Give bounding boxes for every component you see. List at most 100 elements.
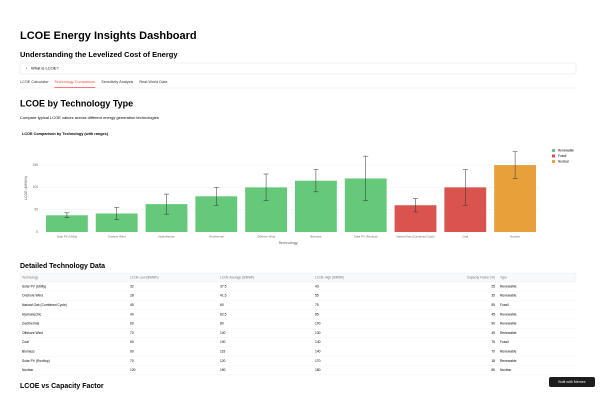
table-cell: 32	[130, 284, 134, 288]
table-cell: 18	[491, 359, 495, 363]
table-cell: 55	[315, 294, 319, 298]
tab[interactable]: LCOE Calculator	[20, 80, 49, 84]
section-desc: Compare typical LCOE values across diffe…	[20, 115, 159, 120]
table-cell: Renewable	[500, 284, 517, 288]
table-cell: Renewable	[500, 294, 517, 298]
table-cell: 45	[130, 303, 134, 307]
expander[interactable]	[19, 62, 577, 75]
section-title: LCOE by Technology Type	[20, 98, 133, 108]
table-cell: 70	[130, 331, 134, 335]
table-cell: 75	[491, 340, 495, 344]
table-cell: 45	[491, 331, 495, 335]
legend-swatch	[552, 154, 555, 158]
x-tick-label: Geothermal	[209, 235, 224, 239]
table-cell: 60	[220, 303, 224, 307]
table-cell: 25	[491, 284, 495, 288]
table-cell: Renewable	[500, 359, 517, 363]
table-cell: 60	[130, 340, 134, 344]
tab[interactable]: Technology Comparison	[55, 80, 96, 84]
table-cell: 120	[130, 368, 136, 372]
table-cell: 70	[130, 359, 134, 363]
table-cell: Natural Gas (Combined Cycle)	[22, 303, 67, 307]
table-cell: 170	[315, 359, 321, 363]
table-cell: 100	[220, 331, 226, 335]
table-cell: Solar PV (Rooftop)	[22, 359, 50, 363]
table-cell: Renewable	[500, 349, 517, 353]
legend-label: Nuclear	[558, 159, 570, 163]
table-header: LCOE Low ($/MWh)	[130, 275, 159, 279]
table-header-bg	[19, 272, 577, 283]
table-cell: Solar PV (Utility)	[22, 284, 46, 288]
table-cell: Offshore Wind	[22, 331, 43, 335]
table-cell: 41.5	[220, 294, 227, 298]
x-tick-label: Coal	[462, 235, 468, 239]
table-header: Type	[500, 275, 507, 279]
table-cell: 28	[130, 294, 134, 298]
table-cell: 100	[315, 322, 321, 326]
table-cell: 35	[491, 294, 495, 298]
table-cell: 80	[220, 322, 224, 326]
y-tick-label: 150	[33, 163, 39, 167]
table-header: LCOE Average ($/MWh)	[220, 275, 254, 279]
table-title: Detailed Technology Data	[20, 263, 105, 270]
table-cell: 130	[315, 331, 321, 335]
table-cell: Fossil	[500, 303, 509, 307]
y-axis-label: LCOE ($/MWh)	[24, 176, 28, 200]
table-cell: 45	[491, 312, 495, 316]
table-cell: Renewable	[500, 322, 517, 326]
badge-label[interactable]: Built with Memex	[558, 380, 585, 384]
table-header: Technology	[22, 275, 39, 279]
dynamic: LCOE Calculator Technology Comparison Sens…	[19, 80, 577, 375]
table-cell: 120	[220, 359, 226, 363]
x-tick-label: Offshore Wind	[257, 235, 275, 239]
x-tick-label: Hydroelectric	[158, 235, 175, 239]
bar	[95, 213, 138, 232]
table-cell: 60	[130, 322, 134, 326]
x-tick-label: Solar PV (Utility)	[57, 235, 78, 239]
table-header: Capacity Factor (%)	[467, 275, 495, 279]
table-cell: Hydroelectric	[22, 312, 42, 316]
x-tick-label: Solar PV (Rooftop)	[354, 235, 378, 239]
badge[interactable]	[549, 377, 595, 387]
table-cell: 140	[315, 340, 321, 344]
table-cell: Nuclear	[22, 368, 34, 372]
chart-title: LCOE Comparison by Technology (with rang…	[22, 132, 109, 136]
table-cell: 180	[315, 368, 321, 372]
table-cell: 37.5	[220, 284, 227, 288]
bar	[45, 215, 88, 232]
y-tick-label: 0	[36, 230, 38, 234]
table-header: LCOE High ($/MWh)	[315, 275, 344, 279]
table-cell: 140	[315, 349, 321, 353]
table-cell: Onshore Wind	[22, 294, 43, 298]
tab[interactable]: Sensitivity Analysis	[101, 80, 133, 84]
table-cell: 62.5	[220, 312, 227, 316]
legend-label: Renewable	[558, 148, 574, 152]
table-cell: 40	[130, 312, 134, 316]
legend-swatch	[552, 160, 555, 163]
x-tick-label: Natural Gas (Combined Cycle)	[396, 235, 434, 239]
table-cell: Biomass	[22, 349, 35, 353]
table-cell: Nuclear	[500, 368, 512, 372]
x-tick-label: Nuclear	[510, 235, 520, 239]
table-cell: 150	[220, 368, 226, 372]
subtitle: Understanding the Levelized Cost of Ener…	[20, 50, 178, 59]
table-cell: Renewable	[500, 331, 517, 335]
table-cell: 85	[315, 312, 319, 316]
table-cell: 90	[491, 322, 495, 326]
tab[interactable]: Real-World Data	[139, 80, 168, 84]
x-axis-label: Technology	[278, 241, 297, 245]
table-cell: 75	[315, 303, 319, 307]
table-cell: Renewable	[500, 312, 517, 316]
table-cell: 115	[220, 349, 225, 353]
table-cell: 43	[315, 284, 319, 288]
table-cell: 90	[130, 349, 134, 353]
table-cell: Coal	[22, 340, 29, 344]
title: LCOE Energy Insights Dashboard	[20, 30, 197, 42]
x-tick-label: Onshore Wind	[108, 235, 126, 239]
legend-label: Fossil	[558, 154, 567, 158]
x-tick-label: Biomass	[311, 235, 322, 239]
next-section: LCOE vs Capacity Factor	[20, 383, 104, 390]
expander-label[interactable]: What is LCOE?	[31, 66, 59, 71]
table-cell: Fossil	[500, 340, 509, 344]
